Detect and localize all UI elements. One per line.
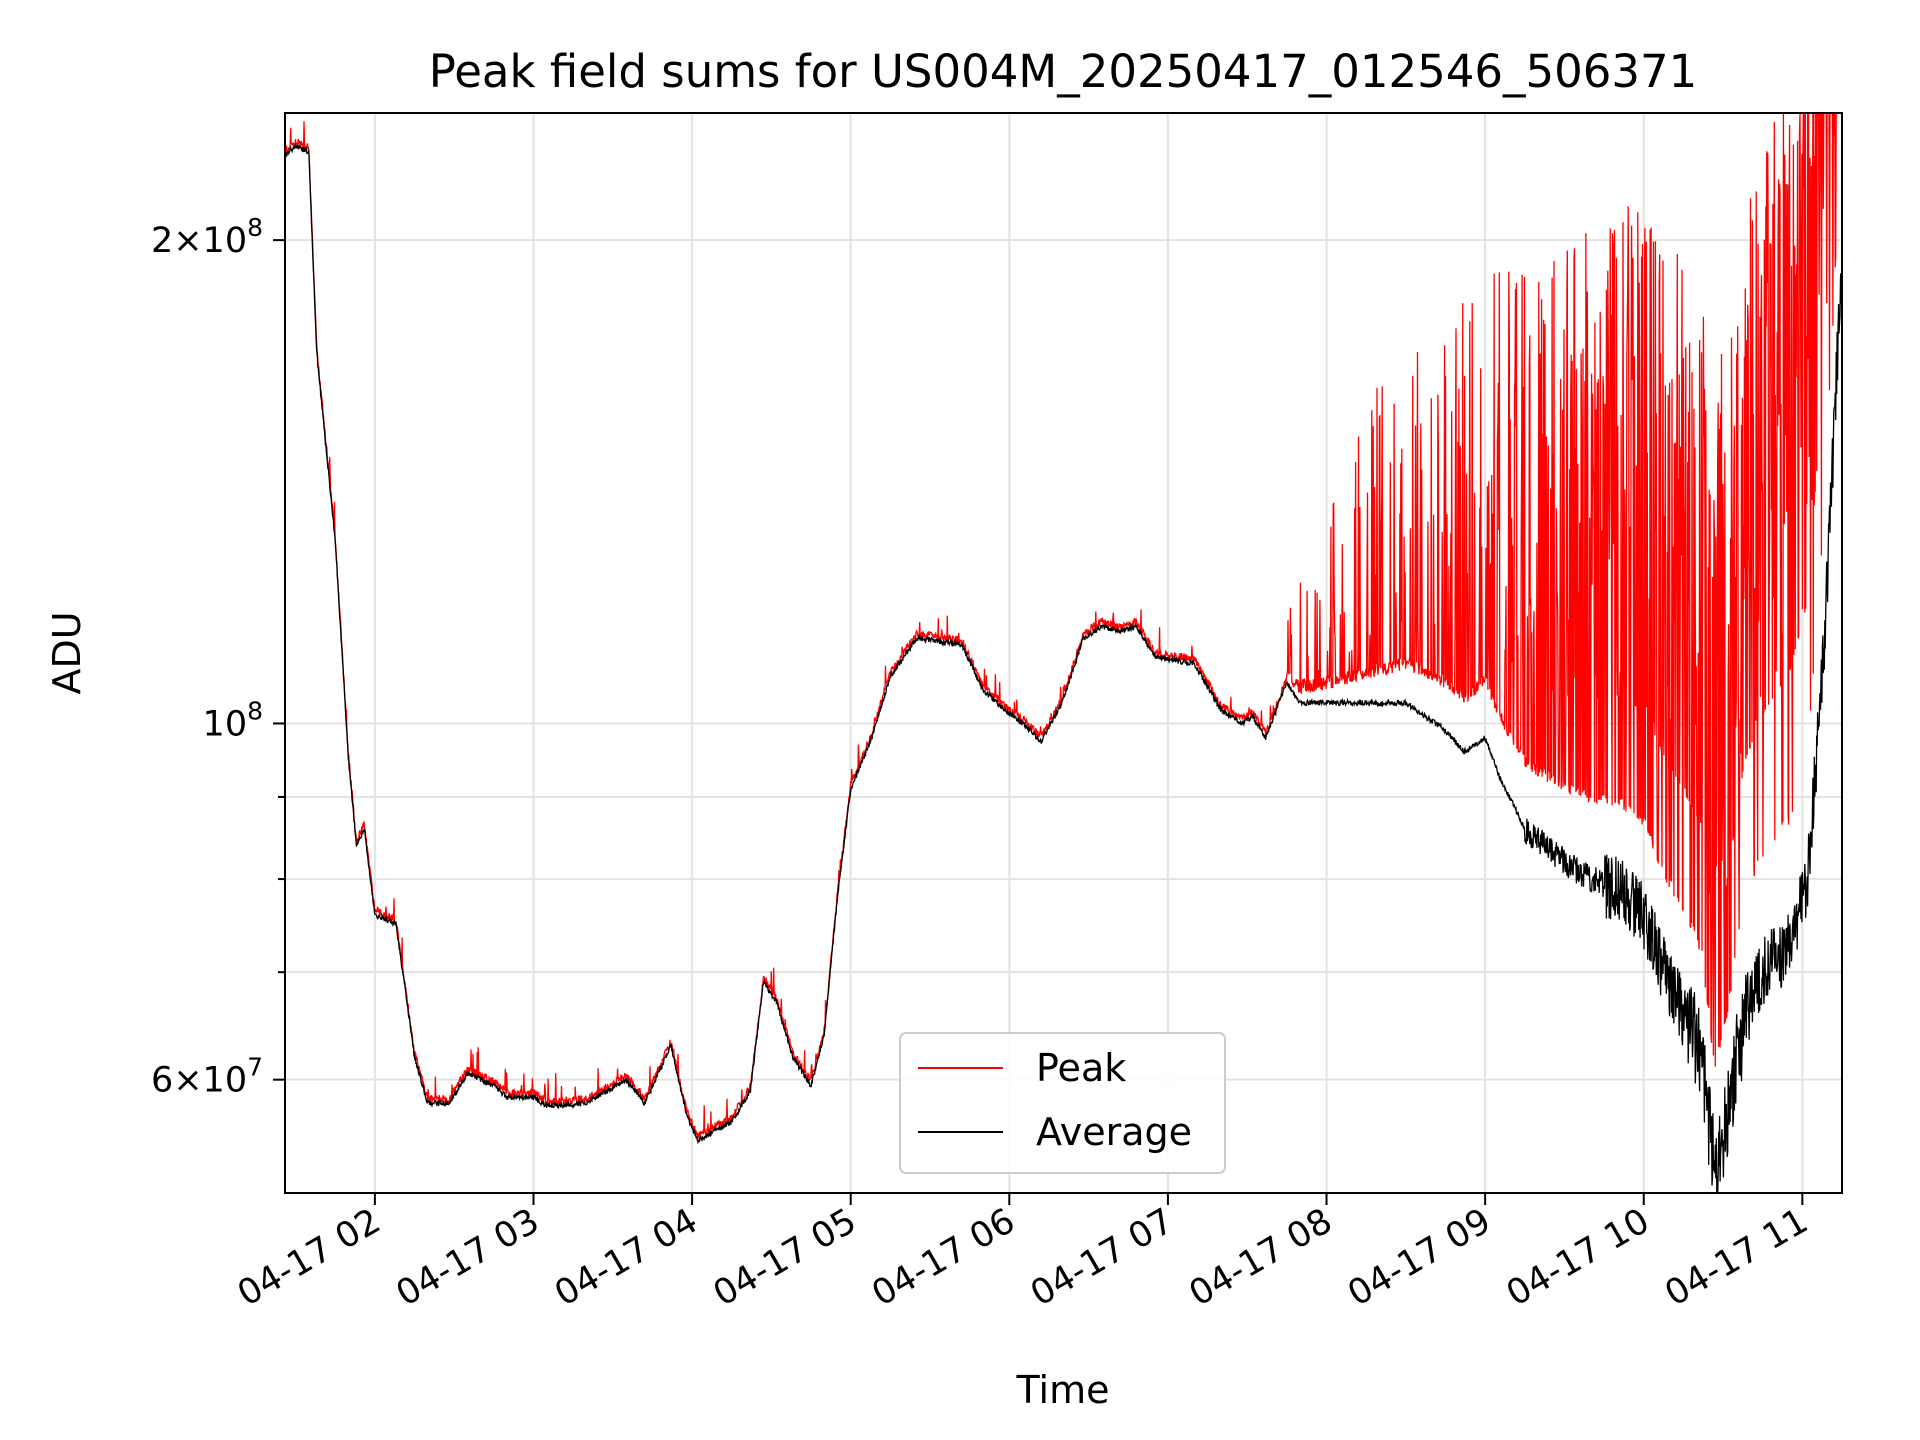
legend-label-average: Average <box>1036 1110 1192 1154</box>
plot-frame <box>284 112 1843 1194</box>
series-line-average <box>284 143 1843 1194</box>
legend-label-peak: Peak <box>1036 1046 1126 1090</box>
chart-title: Peak field sums for US004M_20250417_0125… <box>429 45 1698 98</box>
y-tick-label: 2×108 <box>151 213 263 261</box>
series-line-peak <box>284 112 1842 1139</box>
legend: Peak Average <box>899 1032 1226 1174</box>
x-axis-label: Time <box>1016 1368 1110 1412</box>
series-layer <box>284 112 1843 1194</box>
y-axis: 6×107 108 2×108 <box>151 213 285 1101</box>
y-axis-label: ADU <box>45 611 89 694</box>
y-tick-label: 6×107 <box>151 1053 263 1101</box>
y-tick-label: 108 <box>203 696 263 744</box>
